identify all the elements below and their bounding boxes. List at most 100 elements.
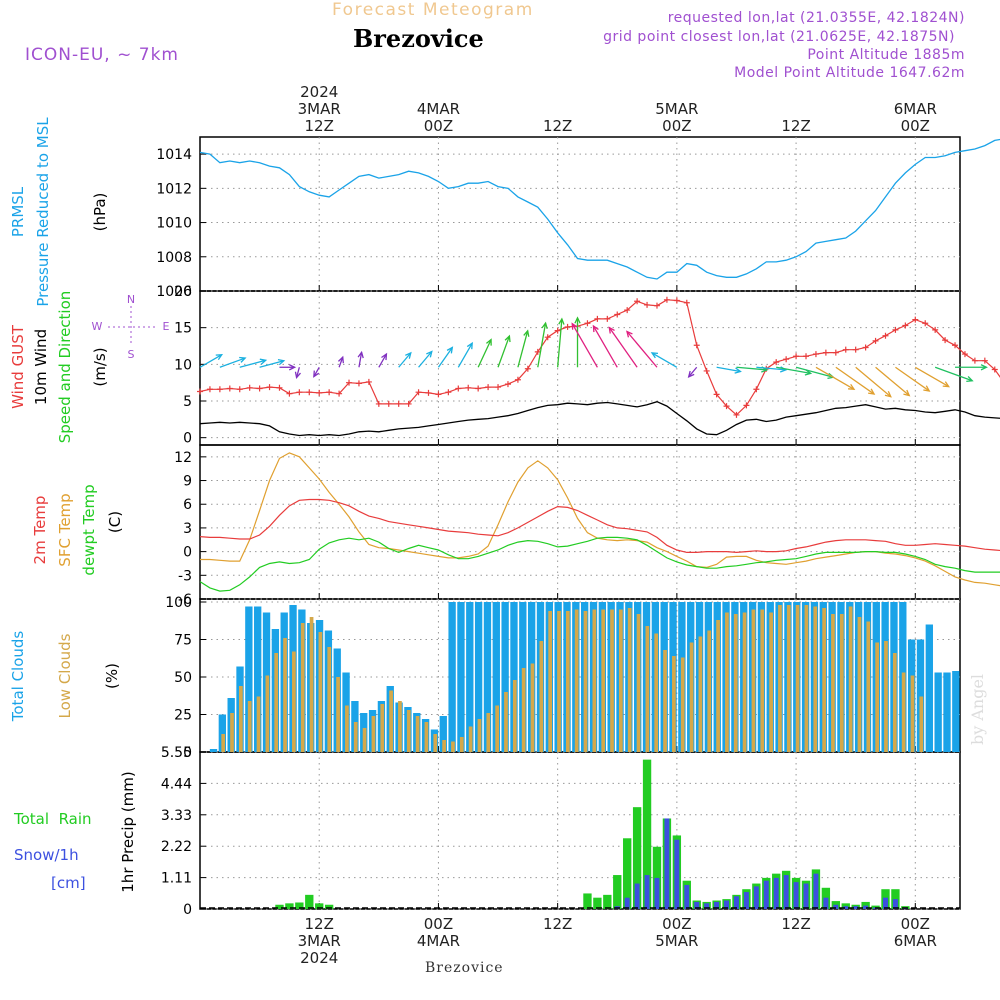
total-cloud-bar: [457, 602, 465, 752]
clouds-tick-label: 25: [174, 708, 192, 724]
low-cloud-bar: [247, 701, 252, 752]
wind-gust-marker: [206, 386, 213, 393]
bottom-time-label: 12Z: [781, 915, 810, 933]
total-cloud-bar: [483, 602, 492, 752]
snow-bar: [813, 873, 819, 909]
snow-bar: [783, 875, 789, 909]
wind-gust-marker: [882, 332, 889, 339]
total-cloud-bar: [501, 602, 509, 752]
wind-gust-marker: [783, 356, 790, 363]
dewpt-line: [199, 536, 1000, 592]
low-cloud-bar: [486, 713, 491, 752]
temperature-tick-label: 6: [183, 497, 192, 513]
wind-gust-marker: [614, 311, 621, 318]
wind-gust-marker: [793, 353, 800, 360]
temp-label-sfc: SFC Temp: [56, 493, 74, 566]
low-cloud-bar: [327, 647, 332, 752]
wind-gust-marker: [355, 380, 362, 387]
watermark-title: Forecast Meteogram: [332, 0, 534, 20]
precip-label-unit: 1hr Precip (mm): [119, 771, 137, 892]
wind-arrow-head: [294, 371, 301, 380]
wind-arrow: [556, 318, 563, 368]
total-cloud-bar: [218, 714, 227, 752]
wind-arrow-head: [966, 376, 974, 383]
snow-bar: [704, 903, 710, 909]
rain-bar: [295, 902, 304, 909]
low-cloud-bar: [336, 677, 340, 752]
wind-gust-marker: [534, 348, 541, 355]
wind-arrow: [457, 342, 473, 368]
low-cloud-bar: [610, 609, 614, 752]
precip-tick-label: 0: [183, 902, 192, 918]
wind-gust-marker: [197, 388, 203, 395]
rain-bar: [583, 893, 592, 909]
low-cloud-bar: [292, 651, 296, 752]
wind-arrow-head: [884, 390, 892, 398]
wind-arrow: [517, 330, 529, 368]
bottom-time-label: 00Z: [662, 915, 691, 933]
wind-arrow: [358, 352, 363, 368]
wind-arrow: [199, 354, 223, 368]
wind-arrow-head: [446, 346, 454, 354]
low-cloud-bar: [283, 638, 287, 752]
wind-arrow: [756, 366, 786, 371]
compass-west: W: [92, 320, 103, 333]
wind-gust-marker: [216, 386, 223, 393]
bottom-time-label: 6MAR: [894, 932, 937, 950]
wind-arrow-head: [558, 317, 565, 325]
snow-bar: [624, 897, 630, 909]
wind-gust-marker: [842, 346, 849, 353]
clouds-tick-label: 75: [174, 633, 192, 649]
total-cloud-bar: [209, 749, 218, 752]
wind-gust-marker: [743, 402, 750, 409]
snow-bar: [644, 875, 650, 909]
low-cloud-bar: [627, 608, 632, 752]
bottom-time-label: 12Z: [305, 915, 334, 933]
wind-gust-marker: [653, 302, 660, 309]
wind-gust-marker: [812, 351, 819, 358]
low-cloud-bar: [848, 606, 853, 752]
wind-arrow-head: [903, 389, 911, 397]
wind-gust-marker: [624, 307, 631, 314]
low-cloud-bar: [654, 633, 659, 752]
top-time-label: 3MAR: [298, 100, 341, 118]
temperature-tick-label: 3: [183, 521, 192, 537]
wind-arrow: [477, 339, 492, 368]
low-cloud-bar: [548, 611, 553, 752]
pressure-tick-label: 1006: [156, 284, 192, 300]
wind-speed-line: [199, 401, 1000, 437]
total-cloud-bar: [448, 602, 456, 752]
top-time-label: 12Z: [543, 117, 572, 135]
wind-gust-marker: [425, 389, 432, 396]
low-cloud-bar: [415, 716, 420, 752]
snow-bar: [773, 877, 779, 909]
low-cloud-bar: [857, 617, 862, 752]
pressure-tick-label: 1008: [156, 250, 192, 266]
temperature-tick-label: -3: [178, 568, 192, 584]
wind-gust-marker: [693, 342, 700, 349]
wind-gust-marker: [822, 349, 829, 356]
wind-frame: [199, 290, 961, 446]
snow-bar: [763, 880, 769, 909]
wind-arrow: [795, 366, 834, 378]
low-cloud-bar: [778, 605, 782, 752]
total-cloud-bar: [492, 602, 500, 752]
wind-gust-marker: [346, 379, 353, 386]
low-cloud-bar: [442, 740, 446, 752]
low-cloud-bar: [919, 696, 924, 752]
total-cloud-bar: [466, 602, 474, 752]
footer-location: Brezovice: [425, 960, 504, 976]
grid-point-coords: grid point closest lon,lat (21.0625E, 42…: [603, 29, 955, 45]
precip-tick-label: 3.33: [161, 808, 192, 824]
total-cloud-bar: [925, 624, 933, 752]
temp2m-line: [199, 498, 1000, 554]
wind-gust-marker: [683, 299, 690, 306]
wind-gust-marker: [385, 400, 392, 407]
low-cloud-bar: [459, 737, 464, 752]
low-cloud-bar: [698, 636, 703, 752]
wind-gust-line: [199, 299, 1000, 416]
low-cloud-bar: [733, 614, 738, 752]
snow-bar: [863, 905, 869, 909]
snow-bar: [634, 883, 640, 909]
low-cloud-bar: [468, 726, 473, 752]
